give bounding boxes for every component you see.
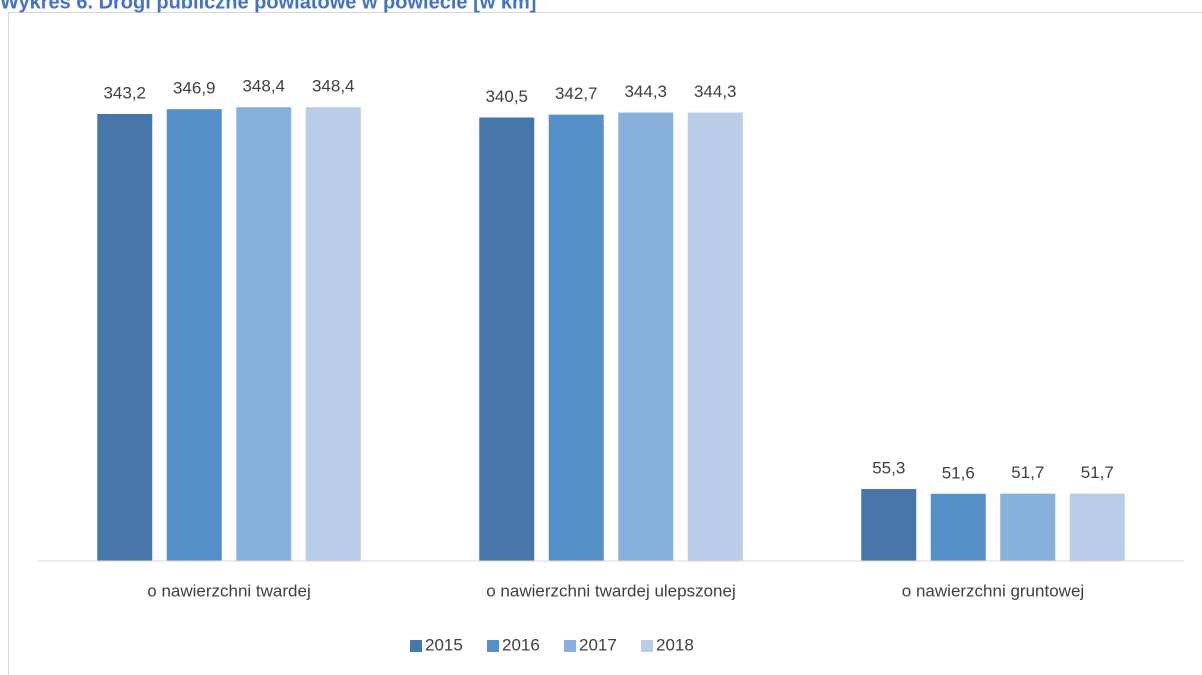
- data-label: 348,4: [242, 77, 285, 96]
- x-tick-label: o nawierzchni twardej: [147, 581, 310, 600]
- bar: [861, 488, 917, 561]
- data-label: 343,2: [103, 83, 146, 102]
- bar: [1069, 493, 1125, 561]
- data-label: 344,3: [694, 82, 737, 101]
- legend-swatch: [410, 640, 422, 652]
- bar: [97, 113, 153, 562]
- data-label: 51,7: [1081, 463, 1114, 482]
- data-label: 340,5: [485, 87, 528, 106]
- bar: [305, 107, 361, 562]
- bar: [166, 109, 222, 561]
- data-label: 348,4: [312, 77, 355, 96]
- x-tick-label: o nawierzchni twardej ulepszonej: [486, 581, 735, 600]
- bar: [479, 117, 535, 561]
- data-label: 51,6: [942, 463, 975, 482]
- legend-label: 2015: [425, 635, 463, 654]
- bar: [930, 493, 986, 561]
- legend-label: 2016: [502, 635, 540, 654]
- data-label: 344,3: [624, 82, 667, 101]
- legend-label: 2018: [656, 635, 694, 654]
- chart-title: Wykres 6. Drogi publiczne powiatowe w po…: [0, 0, 536, 13]
- legend-swatch: [564, 640, 576, 652]
- legend-label: 2017: [579, 635, 617, 654]
- data-label: 51,7: [1011, 463, 1044, 482]
- bar: [687, 112, 743, 561]
- bar: [548, 114, 604, 562]
- bar: [1000, 493, 1056, 561]
- data-label: 342,7: [555, 84, 598, 103]
- legend-swatch: [641, 640, 653, 652]
- bar: [618, 112, 674, 561]
- data-label: 346,9: [173, 79, 216, 98]
- bar: [236, 107, 292, 562]
- x-tick-label: o nawierzchni gruntowej: [902, 581, 1084, 600]
- legend-swatch: [487, 640, 499, 652]
- data-label: 55,3: [872, 458, 905, 477]
